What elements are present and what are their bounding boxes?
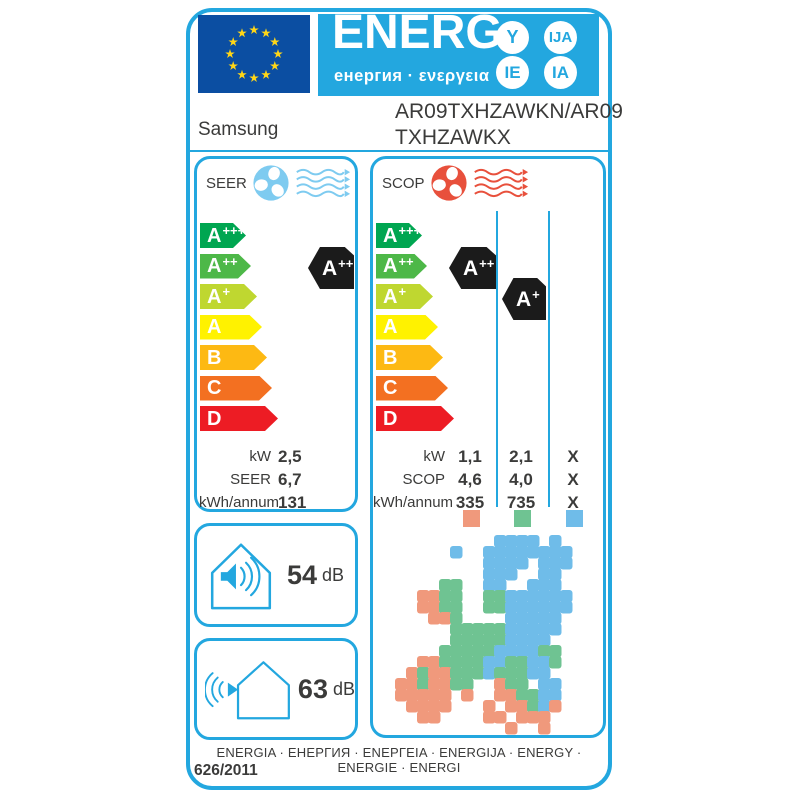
scale-arrow-a+++: A +++ <box>200 223 246 248</box>
scale-arrow-a+++: A +++ <box>376 223 422 248</box>
table-row-kwhannum: kWh/annum 335 735 X <box>373 492 579 512</box>
badge-ia: IA <box>544 56 577 89</box>
speaker-icon <box>220 563 236 590</box>
footer-energy-strip: ENERGIA · ЕНЕРГИЯ · ΕΝΕΡΓΕΙΑ · ENERGIJA … <box>216 745 582 775</box>
legend-square-average <box>514 510 531 527</box>
value-row-seer: SEER 6,7 <box>230 469 302 489</box>
indoor-noise-unit: dB <box>322 564 345 585</box>
europe-climate-map <box>395 535 573 735</box>
value-row-kw: kW 2,5 <box>249 446 302 466</box>
scale-arrow-a++: A ++ <box>200 254 251 279</box>
energ-subtitle: енергия · ενεργεια <box>334 67 490 85</box>
seer-label: SEER <box>206 174 247 192</box>
outdoor-noise-value: 63 <box>297 673 328 704</box>
header-divider <box>190 150 608 152</box>
scop-rating-indicator-warmer: A + <box>502 278 546 320</box>
badge-ija: IJA <box>544 21 577 54</box>
seer-values-table: kW 2,5 SEER 6,7 kWh/annum 131 <box>199 445 355 514</box>
scale-arrow-a+: A + <box>376 284 433 309</box>
outdoor-noise-panel: 63 dB <box>194 638 358 740</box>
scop-header: SCOP <box>382 164 529 202</box>
airflow-waves-icon-cooling <box>296 168 350 198</box>
eu-flag <box>198 15 310 93</box>
energy-label: ENERG енергия · ενεργεια Y IJA IE IA AR09TX… <box>186 6 623 790</box>
fan-icon-cooling <box>253 165 289 201</box>
badge-ie: IE <box>496 56 529 89</box>
scop-rating-indicator-average: A ++ <box>449 247 496 289</box>
scale-arrow-a+: A + <box>200 284 257 309</box>
airflow-waves-icon-heating <box>473 168 528 198</box>
outdoor-noise-content: 63 dB <box>197 641 355 737</box>
outdoor-sound-house-icon <box>205 661 290 720</box>
indoor-noise-value: 54 <box>287 559 318 590</box>
fan-icon-heating <box>430 165 467 201</box>
scop-label: SCOP <box>382 174 425 192</box>
value-row-kwhannum: kWh/annum 131 <box>199 492 307 512</box>
scale-arrow-d: D <box>200 406 278 431</box>
seer-panel: SEER <box>194 156 358 512</box>
scale-arrow-c: C <box>200 376 272 401</box>
column-divider-2 <box>548 211 550 507</box>
scop-panel: SCOP <box>370 156 606 738</box>
scale-arrow-c: C <box>376 376 448 401</box>
indoor-sound-house-icon <box>210 543 272 610</box>
model-line1: AR09TXHZAWKN/AR09 <box>395 100 623 123</box>
energ-wordmark: ENERG <box>332 6 503 59</box>
scale-arrow-a: A <box>200 315 262 340</box>
scale-arrow-a: A <box>376 315 438 340</box>
table-row-scop: SCOP 4,6 4,0 X <box>402 469 579 489</box>
column-divider-1 <box>496 211 498 507</box>
model-line2: TXHZAWKX <box>395 126 511 149</box>
indoor-noise-panel: 54 dB <box>194 523 358 627</box>
scale-arrow-d: D <box>376 406 454 431</box>
legend-square-colder <box>566 510 583 527</box>
speaker-icon <box>227 682 239 697</box>
scale-arrow-b: B <box>376 345 443 370</box>
badge-y: Y <box>496 21 529 54</box>
table-row-kw: kW 1,1 2,1 X <box>423 446 579 466</box>
seer-header: SEER <box>206 164 351 202</box>
seer-efficiency-scale: A +++ A ++ A + A B C D <box>200 223 278 437</box>
regulation-number: 626/2011 <box>194 762 258 779</box>
brand-name: Samsung <box>198 119 279 140</box>
seer-rating-indicator: A ++ <box>308 247 354 289</box>
energ-header: ENERG енергия · ενεργεια Y IJA IE IA <box>318 6 599 96</box>
scale-arrow-a++: A ++ <box>376 254 427 279</box>
scale-arrow-b: B <box>200 345 267 370</box>
scop-efficiency-scale: A +++ A ++ A + A B C D <box>376 223 454 437</box>
indoor-noise-content: 54 dB <box>197 526 355 624</box>
outdoor-noise-unit: dB <box>332 678 355 699</box>
model-number: AR09TXHZAWKN/AR09 TXHZAWKX <box>395 99 623 151</box>
legend-square-warmer <box>463 510 480 527</box>
scop-values-table: kW 1,1 2,1 X SCOP 4,6 4,0 X kWh/annum 335 735 X <box>373 445 603 514</box>
